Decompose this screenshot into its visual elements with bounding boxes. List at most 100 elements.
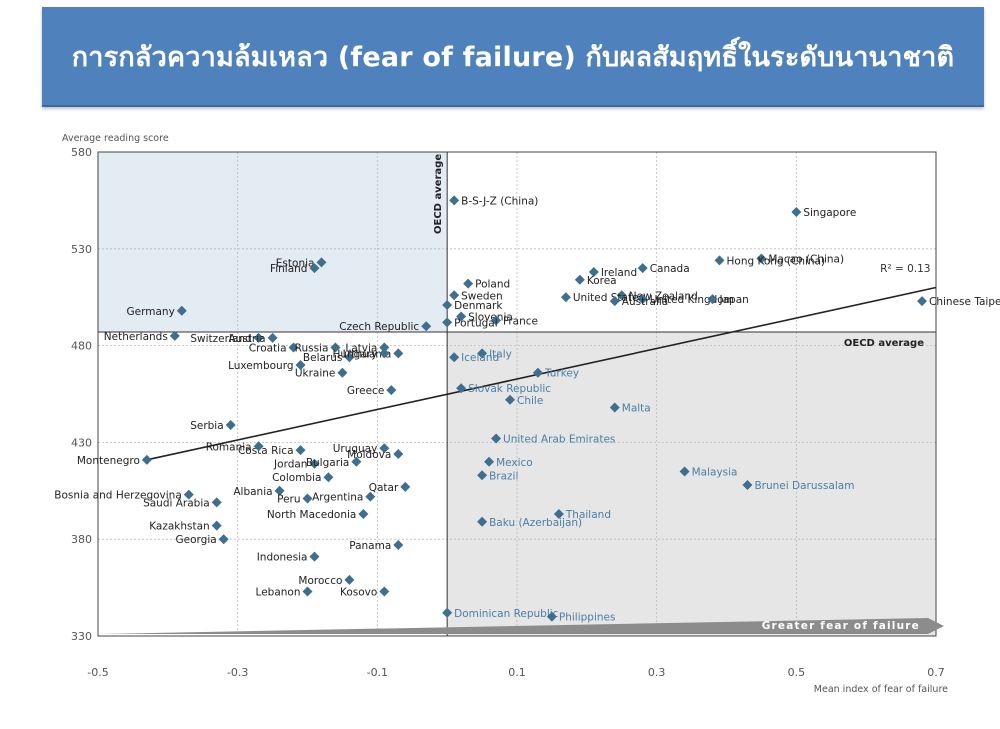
- data-point: [218, 534, 229, 545]
- data-point: [574, 274, 585, 285]
- data-point: [553, 509, 564, 520]
- x-tick-label: 0.5: [788, 666, 806, 679]
- data-point: [295, 445, 306, 456]
- data-label: Ireland: [601, 267, 637, 279]
- data-point: [316, 257, 327, 268]
- data-point: [456, 311, 467, 322]
- data-point: [211, 520, 222, 531]
- data-label: Chinese Taipei: [929, 296, 1000, 308]
- y-tick-label: 530: [71, 243, 92, 256]
- data-label: Estonia: [276, 257, 315, 269]
- data-label: Panama: [349, 540, 391, 552]
- data-label: Macao (China): [768, 253, 844, 265]
- data-point: [449, 195, 460, 206]
- data-point: [379, 443, 390, 454]
- data-label: Dominican Republic: [454, 608, 559, 620]
- data-label: Czech Republic: [339, 321, 419, 333]
- data-label: Netherlands: [104, 331, 168, 343]
- y-tick-label: 330: [71, 630, 92, 643]
- data-label: Albania: [233, 486, 272, 498]
- data-point: [141, 454, 152, 465]
- data-point: [714, 255, 725, 266]
- data-label: Kosovo: [340, 586, 377, 598]
- data-label: Hungary: [332, 348, 377, 360]
- data-point: [616, 290, 627, 301]
- data-point: [323, 472, 334, 483]
- data-label: Canada: [650, 263, 690, 275]
- fear-arrow: [100, 618, 944, 634]
- data-label: Argentina: [312, 492, 363, 504]
- data-label: Belarus: [303, 352, 342, 364]
- data-label: Croatia: [249, 343, 287, 355]
- data-point: [442, 317, 453, 328]
- x-tick-label: -0.1: [367, 666, 388, 679]
- data-point: [288, 342, 299, 353]
- data-point: [442, 299, 453, 310]
- data-label: Russia: [295, 343, 329, 355]
- slide-title: การกลัวความล้มเหลว (fear of failure) กับ…: [71, 41, 955, 73]
- data-label: North Macedonia: [267, 509, 357, 521]
- data-point: [379, 586, 390, 597]
- data-label: Morocco: [298, 575, 342, 587]
- data-point: [295, 359, 306, 370]
- data-point: [917, 296, 928, 307]
- data-point: [756, 253, 767, 264]
- data-point: [365, 491, 376, 502]
- data-point: [344, 352, 355, 363]
- data-label: Poland: [475, 279, 510, 291]
- data-point: [309, 458, 320, 469]
- data-point: [344, 574, 355, 585]
- data-label: Bosnia and Herzegovina: [54, 490, 182, 502]
- data-label: Switzerland: [190, 333, 251, 345]
- x-tick-label: -0.3: [227, 666, 248, 679]
- data-label: Denmark: [454, 300, 503, 312]
- data-label: Baku (Azerbaijan): [489, 517, 582, 529]
- data-label: Qatar: [369, 482, 399, 494]
- data-point: [330, 342, 341, 353]
- data-point: [302, 493, 313, 504]
- x-tick-label: 0.1: [508, 666, 526, 679]
- data-point: [337, 367, 348, 378]
- y-tick-label: 430: [71, 436, 92, 449]
- data-point: [351, 456, 362, 467]
- data-point: [393, 348, 404, 359]
- data-label: Jordan: [273, 459, 307, 471]
- title-banner: การกลัวความล้มเหลว (fear of failure) กับ…: [42, 7, 984, 107]
- data-label: Malaysia: [692, 466, 738, 478]
- data-label: Brazil: [489, 470, 518, 482]
- data-point: [253, 441, 264, 452]
- data-label: Slovak Republic: [468, 383, 551, 395]
- data-point: [449, 352, 460, 363]
- data-label: Greece: [347, 385, 384, 397]
- x-axis-title: Mean index of fear of failure: [814, 684, 948, 695]
- data-point: [491, 433, 502, 444]
- data-label: Lithuania: [343, 348, 392, 360]
- data-label: Japan: [719, 294, 749, 306]
- data-point: [379, 342, 390, 353]
- y-axis-title: Average reading score: [62, 133, 169, 144]
- data-point: [169, 330, 180, 341]
- data-label: B-S-J-Z (China): [461, 195, 538, 207]
- quadrant-lower-right: [447, 332, 936, 636]
- data-label: Italy: [489, 348, 512, 360]
- data-label: Chile: [517, 395, 543, 407]
- data-point: [225, 419, 236, 430]
- data-point: [302, 586, 313, 597]
- x-tick-label: 0.3: [648, 666, 666, 679]
- data-label: Bulgaria: [306, 457, 350, 469]
- data-label: Malta: [622, 403, 651, 415]
- data-label: Iceland: [461, 352, 499, 364]
- data-point: [386, 385, 397, 396]
- data-point: [309, 551, 320, 562]
- data-label: Brunei Darussalam: [754, 480, 854, 492]
- data-point: [484, 456, 495, 467]
- y-tick-label: 480: [71, 340, 92, 353]
- data-point: [463, 278, 474, 289]
- data-label: Korea: [587, 275, 617, 287]
- data-point: [609, 402, 620, 413]
- data-label: Turkey: [544, 368, 579, 380]
- y-tick-label: 380: [71, 533, 92, 546]
- data-label: Germany: [127, 306, 175, 318]
- r-squared-label: R² = 0.13: [880, 263, 930, 275]
